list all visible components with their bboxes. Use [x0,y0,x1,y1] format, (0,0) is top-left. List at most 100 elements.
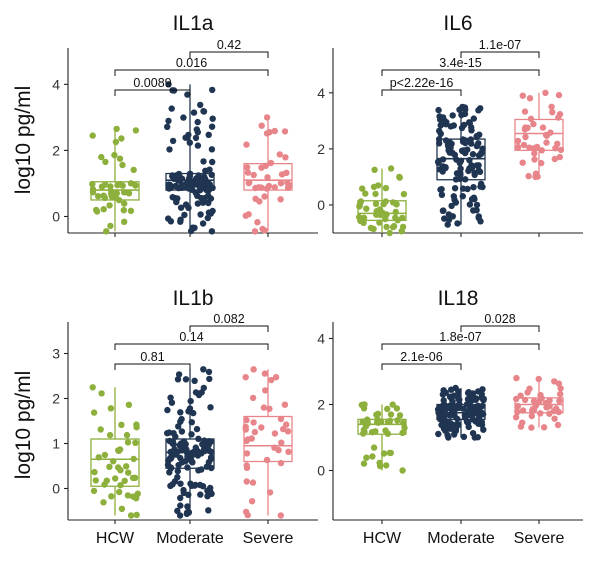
data-point [178,182,186,189]
data-point [102,158,109,166]
data-point [451,196,458,203]
data-point [130,455,137,463]
data-point [175,170,183,178]
data-point [531,150,538,157]
data-point [437,116,444,123]
significance-bracket [460,51,540,58]
data-point [396,173,403,181]
data-point [473,142,481,150]
data-point [246,179,253,186]
data-point [193,425,201,433]
data-point [98,183,106,190]
data-point [113,125,120,133]
data-point [538,159,545,167]
data-point [119,161,126,169]
data-point [164,123,171,130]
data-point [450,392,458,399]
data-point [535,375,542,383]
data-point [470,184,477,191]
data-point [209,86,216,94]
data-point [551,378,558,385]
data-point [254,219,261,226]
data-point [520,141,528,149]
data-point [204,493,211,500]
data-point [262,162,269,169]
data-point [543,139,550,146]
data-point [479,145,486,152]
y-tick-label: 0 [317,463,325,479]
data-point [459,193,466,200]
data-point [177,494,184,502]
y-tick-label: 2 [52,142,60,158]
y-tick-label: 2 [317,141,325,157]
data-point [133,495,140,502]
data-point [473,201,481,209]
significance-bracket [460,325,540,332]
data-point [448,140,455,147]
data-point [192,134,200,142]
p-value-label: 1.1e-07 [479,38,521,52]
data-point [478,391,485,398]
data-point [278,439,285,446]
data-point [263,114,271,121]
data-point [449,423,457,430]
data-point [525,172,532,180]
data-point [436,127,443,135]
data-point [191,377,198,384]
data-point [471,195,478,203]
data-point [285,448,292,455]
data-point [514,408,521,415]
data-point [177,502,184,509]
panel-title: IL6 [443,12,472,35]
data-point [243,416,250,424]
data-point [169,481,176,488]
data-point [192,444,199,451]
data-point [378,418,385,425]
p-value-label: 0.42 [217,38,241,52]
data-point [243,437,250,445]
data-point [375,182,382,189]
data-point [106,431,114,439]
x-tick-label: Moderate [427,530,495,547]
data-point [125,401,133,408]
x-tick-label: HCW [96,530,135,547]
data-point [356,213,363,221]
data-point [192,389,200,396]
data-point [556,153,563,161]
data-point [100,499,107,506]
data-point [439,420,447,428]
data-point [464,408,471,415]
data-point [200,447,208,455]
data-point [242,374,249,381]
data-point [271,184,278,191]
data-point [118,505,126,512]
data-point [183,446,190,453]
data-point [479,386,486,393]
data-point [251,428,259,436]
data-point [370,444,378,451]
data-point [208,171,215,178]
data-point [444,431,451,439]
data-point [184,464,191,471]
data-point [551,155,558,163]
data-point [439,168,446,175]
data-point [363,205,370,212]
data-point [449,112,456,119]
data-point [468,124,475,131]
data-point [400,419,407,427]
data-point [360,405,368,412]
data-point [177,177,184,184]
data-point [204,487,211,494]
data-point [455,395,462,403]
data-point [92,477,100,484]
data-point [449,398,456,405]
data-point [479,402,486,410]
data-point [442,405,450,413]
data-point [522,124,529,131]
p-value-label: 0.028 [484,312,515,326]
data-point [250,419,257,426]
data-point [249,394,257,402]
data-point [473,207,480,214]
data-point [112,138,120,146]
p-value-label: 0.016 [176,56,207,70]
